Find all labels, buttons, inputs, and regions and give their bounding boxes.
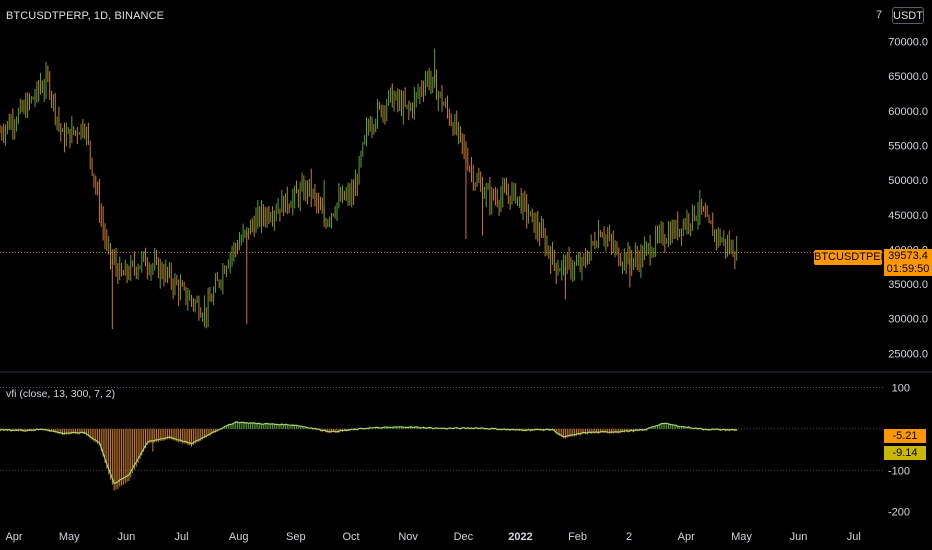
vfi-value-tag: -5.21 <box>884 429 926 443</box>
price-tick-label: 60000.0 <box>888 106 928 118</box>
time-tick-label: Jul <box>847 531 861 543</box>
price-tick-label: 30000.0 <box>888 314 928 326</box>
currency-button[interactable]: USDT <box>892 7 924 24</box>
price-tick-label: 25000.0 <box>888 348 928 360</box>
time-tick-label: Dec <box>454 531 474 543</box>
price-candles <box>0 48 738 330</box>
time-tick-label: Feb <box>568 531 587 543</box>
time-tick-label: 2 <box>626 531 632 543</box>
signal-value-tag: -9.14 <box>884 446 926 460</box>
time-tick-label: Apr <box>5 531 22 543</box>
time-tick-label: Sep <box>286 531 306 543</box>
price-tick-label: 50000.0 <box>888 175 928 187</box>
time-tick-label: Oct <box>342 531 359 543</box>
time-tick-label: Jul <box>175 531 189 543</box>
vfi-signal-line <box>0 421 737 485</box>
time-tick-label: Jun <box>790 531 808 543</box>
vfi-axis-labels: 100 -100 -200 <box>888 382 910 518</box>
time-tick-label: Nov <box>398 531 418 543</box>
symbol-price-tag: BTCUSDTPERP <box>814 250 896 265</box>
price-tick-label: 70000.0 <box>888 37 928 49</box>
price-axis-labels: 70000.0 65000.0 60000.0 55000.0 50000.0 45000… <box>888 37 928 361</box>
price-tick-label: 35000.0 <box>888 279 928 291</box>
countdown-tag: 01:59:50 <box>884 263 932 276</box>
time-tick-label: Aug <box>229 531 249 543</box>
time-tick-label: 2022 <box>508 531 532 543</box>
axis-partial-label: 7 <box>876 9 883 21</box>
price-tick-label: 65000.0 <box>888 71 928 83</box>
last-price-tag: 39573.4 <box>884 249 932 263</box>
indicator-title[interactable]: vfi (close, 13, 300, 7, 2) <box>6 388 116 400</box>
vfi-tick-label: -200 <box>888 507 910 519</box>
time-tick-label: Apr <box>678 531 695 543</box>
vfi-tick-label: -100 <box>888 465 910 477</box>
time-axis-labels: Apr May Jun Jul Aug Sep Oct Nov Dec 2022 Feb 2 Apr Ma… <box>5 531 860 543</box>
chart-symbol-title: BTCUSDTPERP, 1D, BINANCE <box>6 10 165 22</box>
time-tick-label: May <box>59 531 80 543</box>
price-tick-label: 45000.0 <box>888 210 928 222</box>
price-tick-label: 55000.0 <box>888 141 928 153</box>
time-tick-label: May <box>731 531 752 543</box>
vfi-tick-label: 100 <box>892 382 910 394</box>
time-tick-label: Jun <box>117 531 135 543</box>
vfi-histogram <box>0 422 738 491</box>
